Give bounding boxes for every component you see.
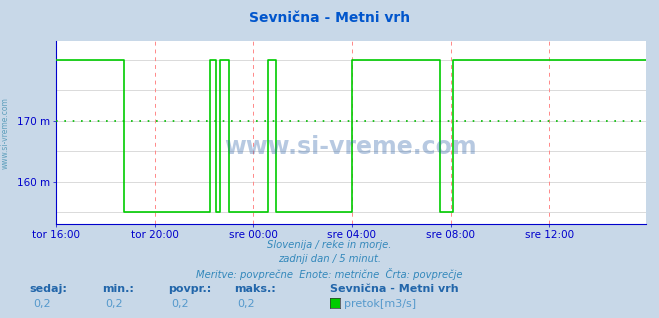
Text: 0,2: 0,2 — [237, 299, 255, 309]
Text: sedaj:: sedaj: — [30, 284, 67, 294]
Text: 0,2: 0,2 — [105, 299, 123, 309]
Text: Meritve: povprečne  Enote: metrične  Črta: povprečje: Meritve: povprečne Enote: metrične Črta:… — [196, 268, 463, 280]
Text: min.:: min.: — [102, 284, 134, 294]
Text: 0,2: 0,2 — [33, 299, 51, 309]
Text: Sevnična - Metni vrh: Sevnična - Metni vrh — [249, 11, 410, 25]
Text: www.si-vreme.com: www.si-vreme.com — [225, 135, 477, 159]
Text: povpr.:: povpr.: — [168, 284, 212, 294]
Text: 0,2: 0,2 — [171, 299, 189, 309]
Text: pretok[m3/s]: pretok[m3/s] — [344, 299, 416, 309]
Text: Slovenija / reke in morje.: Slovenija / reke in morje. — [268, 240, 391, 250]
Text: maks.:: maks.: — [234, 284, 275, 294]
Text: Sevnična - Metni vrh: Sevnična - Metni vrh — [330, 284, 458, 294]
Text: www.si-vreme.com: www.si-vreme.com — [1, 98, 10, 169]
Text: zadnji dan / 5 minut.: zadnji dan / 5 minut. — [278, 254, 381, 264]
